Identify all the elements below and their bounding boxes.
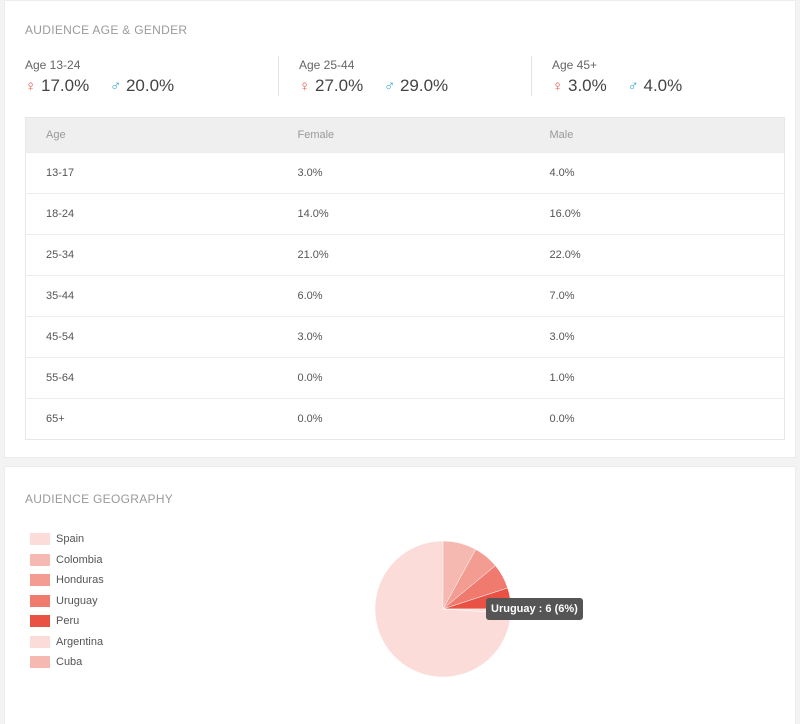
legend-swatch: [30, 574, 50, 587]
age-cell: 55-64: [25, 357, 278, 399]
legend-swatch: [30, 656, 50, 669]
age-gender-card: AUDIENCE AGE & GENDER Age 13-24 ♀ 17.0% ♂…: [4, 0, 796, 458]
legend-label: Honduras: [56, 574, 104, 587]
table-row: 25-34 21.0% 22.0%: [25, 234, 785, 276]
legend-item-peru[interactable]: Peru: [30, 611, 104, 632]
summary-label: Age 45+: [552, 58, 598, 72]
legend-item-colombia[interactable]: Colombia: [30, 550, 104, 571]
male-cell: 3.0%: [529, 316, 785, 358]
male-icon: ♂: [627, 78, 639, 95]
legend-item-argentina[interactable]: Argentina: [30, 632, 104, 653]
age-cell: 25-34: [25, 234, 278, 276]
summary-male-value: 29.0%: [399, 76, 449, 95]
table-row: 13-17 3.0% 4.0%: [25, 152, 785, 194]
male-cell: 7.0%: [529, 275, 785, 317]
female-cell: 0.0%: [277, 398, 530, 440]
column-header-female: Female: [277, 117, 530, 153]
legend-label: Cuba: [56, 656, 83, 669]
legend-item-spain[interactable]: Spain: [30, 529, 104, 550]
legend-swatch: [30, 615, 50, 628]
geography-title: AUDIENCE GEOGRAPHY: [25, 492, 174, 506]
summary-divider: [278, 56, 279, 96]
age-summary: Age 13-24 ♀ 17.0% ♂ 20.0% Age 25-44 ♀ 27.0%…: [25, 56, 775, 98]
legend-swatch: [30, 553, 50, 566]
chart-legend: Spain Colombia Honduras Uruguay Peru Arg…: [30, 529, 104, 673]
legend-label: Spain: [56, 533, 85, 546]
summary-female-value: 27.0%: [315, 76, 364, 95]
table-row: 55-64 0.0% 1.0%: [25, 357, 785, 399]
female-cell: 21.0%: [277, 234, 530, 276]
legend-item-uruguay[interactable]: Uruguay: [30, 591, 104, 612]
table-row: 18-24 14.0% 16.0%: [25, 193, 785, 235]
female-icon: ♀: [299, 78, 311, 95]
table-row: 45-54 3.0% 3.0%: [25, 316, 785, 358]
age-cell: 45-54: [25, 316, 278, 358]
legend-label: Colombia: [56, 553, 103, 566]
summary-divider: [531, 56, 532, 96]
legend-label: Uruguay: [56, 594, 98, 607]
male-icon: ♂: [383, 78, 396, 95]
table-header-row: Age Female Male: [25, 117, 785, 153]
summary-label: Age 25-44: [299, 58, 355, 72]
male-cell: 22.0%: [529, 234, 785, 276]
legend-item-honduras[interactable]: Honduras: [30, 570, 104, 591]
summary-male-value: 4.0%: [643, 76, 683, 95]
column-header-age: Age: [25, 117, 278, 153]
male-cell: 4.0%: [529, 152, 785, 194]
male-cell: 0.0%: [529, 398, 785, 440]
table-row: 65+ 0.0% 0.0%: [25, 398, 785, 440]
female-cell: 6.0%: [277, 275, 530, 317]
summary-male-value: 20.0%: [125, 76, 175, 95]
male-cell: 1.0%: [529, 357, 785, 399]
age-cell: 35-44: [25, 275, 278, 317]
column-header-male: Male: [529, 117, 785, 153]
summary-female-value: 3.0%: [568, 76, 607, 95]
geography-card: AUDIENCE GEOGRAPHY Spain Colombia Hondur…: [4, 466, 796, 724]
summary-female-value: 17.0%: [41, 76, 90, 95]
geography-pie-chart[interactable]: [371, 537, 515, 681]
male-cell: 16.0%: [529, 193, 785, 235]
legend-label: Argentina: [56, 635, 104, 648]
summary-label: Age 13-24: [25, 58, 81, 72]
legend-label: Peru: [56, 615, 80, 628]
age-gender-title: AUDIENCE AGE & GENDER: [25, 23, 188, 37]
legend-item-cuba[interactable]: Cuba: [30, 652, 104, 673]
male-icon: ♂: [109, 78, 122, 95]
age-cell: 13-17: [25, 152, 278, 194]
female-icon: ♀: [552, 78, 564, 95]
legend-swatch: [30, 635, 50, 648]
age-cell: 18-24: [25, 193, 278, 235]
female-cell: 3.0%: [277, 316, 530, 358]
age-gender-table: Age Female Male 13-17 3.0% 4.0% 18-24 14…: [25, 117, 785, 440]
table-row: 35-44 6.0% 7.0%: [25, 275, 785, 317]
female-cell: 0.0%: [277, 357, 530, 399]
female-cell: 14.0%: [277, 193, 530, 235]
legend-swatch: [30, 533, 50, 546]
legend-swatch: [30, 594, 50, 607]
female-cell: 3.0%: [277, 152, 530, 194]
chart-tooltip: Uruguay : 6 (6%): [486, 598, 583, 620]
female-icon: ♀: [25, 78, 37, 95]
age-cell: 65+: [25, 398, 278, 440]
